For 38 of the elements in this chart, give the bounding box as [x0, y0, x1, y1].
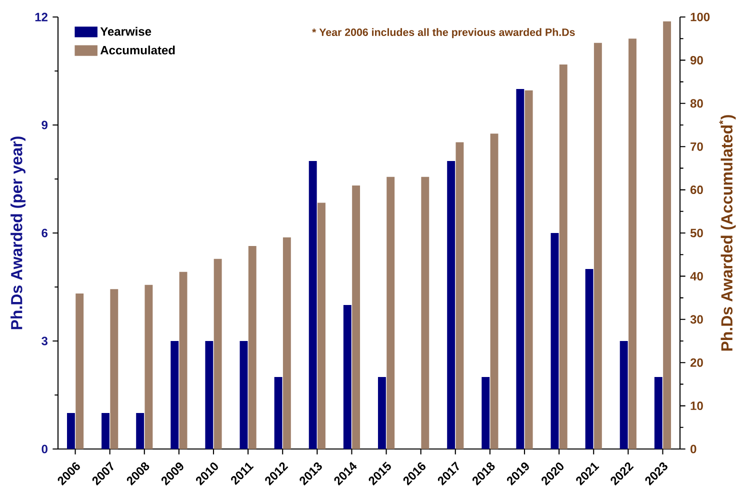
y2-tick-label: 20 [690, 358, 703, 367]
y-tick-label: 9 [42, 120, 48, 130]
bar [482, 377, 490, 449]
bar [663, 21, 672, 449]
y2-tick-label: 0 [690, 444, 696, 454]
y2-tick-label: 30 [690, 315, 703, 324]
bar [490, 134, 498, 449]
bar [378, 377, 386, 449]
bar [628, 38, 636, 449]
y2-tick-label: 40 [690, 272, 703, 280]
bar [136, 413, 144, 449]
bar [66, 413, 75, 449]
y-tick-label: 3 [42, 336, 48, 346]
y2-tick-label: 60 [690, 186, 703, 194]
bar [620, 341, 628, 449]
bar [144, 284, 153, 449]
bar [282, 237, 291, 449]
legend-label: Yearwise [100, 26, 152, 36]
y-axis-title: Ph.Ds Awarded (per year) [10, 136, 26, 330]
y2-axis-title: Ph.Ds Awarded (Accumulated$^{*}$) [719, 115, 736, 351]
bar [594, 42, 602, 449]
bar [654, 377, 662, 449]
y-tick-label: 6 [42, 228, 48, 238]
y2-tick-label: 50 [690, 228, 703, 238]
y2-tick-label: 80 [690, 99, 703, 108]
bar [421, 176, 430, 449]
bar [76, 293, 84, 449]
annotation: * Year 2006 includes all the previous awarded Ph.Ds [312, 28, 575, 38]
y2-tick-label: 90 [690, 56, 703, 64]
bar [110, 289, 118, 449]
bar [102, 413, 110, 449]
y-tick-label: 12 [35, 12, 48, 22]
y2-tick-label: 10 [690, 402, 703, 410]
bar [386, 176, 395, 449]
legend-label: Accumulated [100, 46, 175, 54]
y-tick-label: 0 [42, 444, 48, 454]
y2-tick-label: 70 [690, 142, 703, 151]
y2-tick-label: 100 [690, 12, 710, 22]
